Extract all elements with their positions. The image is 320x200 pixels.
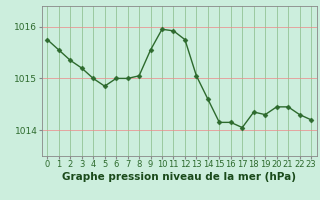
X-axis label: Graphe pression niveau de la mer (hPa): Graphe pression niveau de la mer (hPa) xyxy=(62,172,296,182)
